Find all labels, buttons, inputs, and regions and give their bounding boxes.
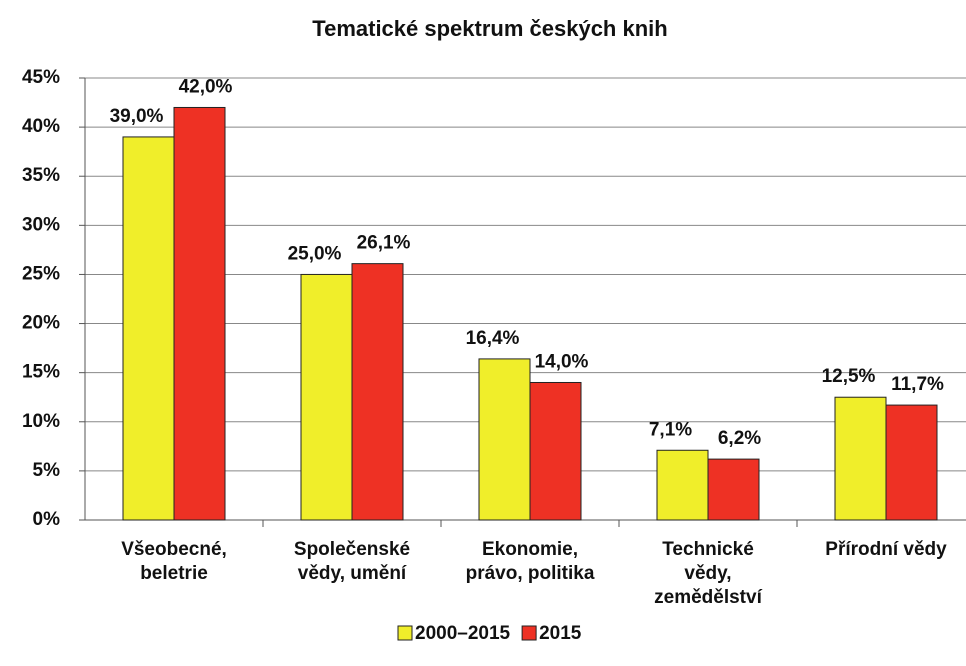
x-tick-label: Technické vědy, zemědělství xyxy=(654,539,762,608)
y-tick-label: 40% xyxy=(22,116,60,137)
value-label: 42,0% xyxy=(179,76,233,97)
x-tick-label: Přírodní vědy xyxy=(825,539,947,560)
y-tick-label: 15% xyxy=(22,362,60,383)
bar xyxy=(707,458,760,521)
value-label: 39,0% xyxy=(110,106,164,127)
value-label: 7,1% xyxy=(649,419,692,440)
y-tick-label: 30% xyxy=(22,214,60,235)
y-tick-label: 0% xyxy=(33,509,61,530)
bar xyxy=(656,449,709,521)
bar xyxy=(351,263,404,521)
y-tick-label: 5% xyxy=(33,460,61,481)
legend-label: 2000–2015 xyxy=(415,623,511,644)
legend-swatch xyxy=(397,625,413,641)
value-label: 26,1% xyxy=(357,233,411,254)
value-label: 11,7% xyxy=(891,374,944,395)
y-tick-label: 20% xyxy=(22,313,60,334)
value-label: 12,5% xyxy=(822,366,876,387)
chart-title: Tematické spektrum českých knih xyxy=(312,16,667,41)
y-tick-label: 45% xyxy=(22,67,60,88)
bar xyxy=(529,381,582,521)
bar xyxy=(122,136,175,521)
value-label: 25,0% xyxy=(288,243,342,264)
bar xyxy=(478,358,531,521)
x-tick-label: Všeobecné, beletrie xyxy=(121,539,227,584)
y-tick-label: 35% xyxy=(22,165,60,186)
bar xyxy=(300,273,353,521)
bar xyxy=(885,404,938,521)
legend-swatch xyxy=(521,625,537,641)
bar xyxy=(173,106,226,521)
value-label: 16,4% xyxy=(466,328,520,349)
x-tick-label: Ekonomie, právo, politika xyxy=(465,539,595,584)
y-tick-label: 10% xyxy=(22,411,60,432)
legend-label: 2015 xyxy=(539,623,582,644)
bar xyxy=(834,396,887,521)
value-label: 14,0% xyxy=(535,352,589,373)
x-tick-label: Společenské vědy, umění xyxy=(293,539,411,584)
y-tick-label: 25% xyxy=(22,263,60,284)
value-label: 6,2% xyxy=(718,428,761,449)
